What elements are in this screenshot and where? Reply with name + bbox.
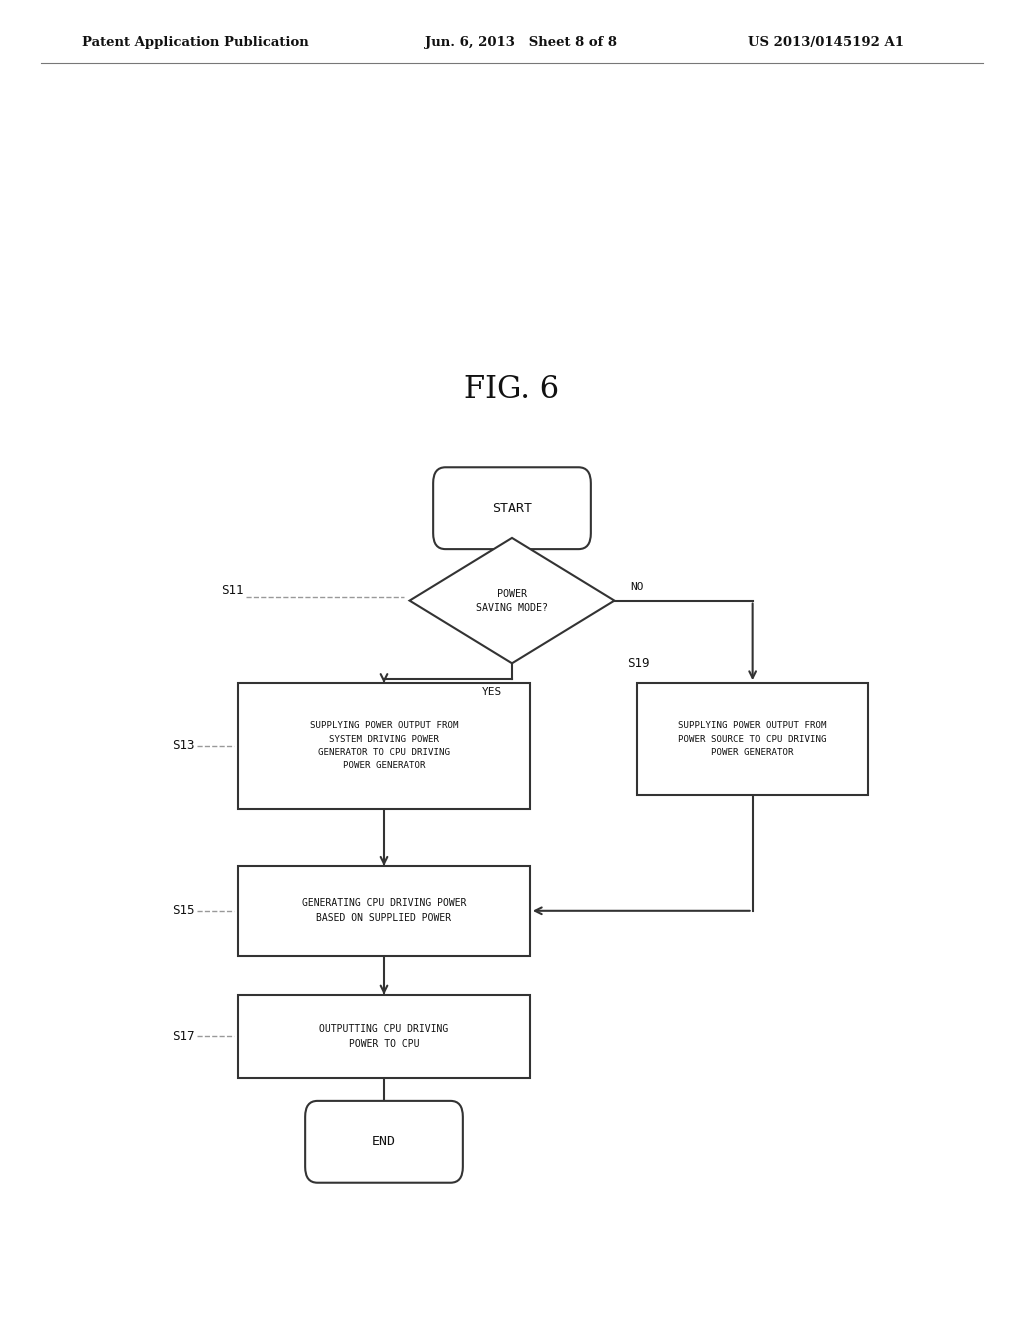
Text: Patent Application Publication: Patent Application Publication [82,36,308,49]
Text: START: START [492,502,532,515]
Text: GENERATING CPU DRIVING POWER
BASED ON SUPPLIED POWER: GENERATING CPU DRIVING POWER BASED ON SU… [302,899,466,923]
Polygon shape [410,539,614,663]
Bar [238,995,530,1077]
Text: US 2013/0145192 A1: US 2013/0145192 A1 [748,36,903,49]
Text: END: END [372,1135,396,1148]
Text: S17: S17 [172,1030,195,1043]
Text: S11: S11 [221,583,244,597]
Text: POWER
SAVING MODE?: POWER SAVING MODE? [476,589,548,612]
Text: S13: S13 [172,739,195,752]
FancyBboxPatch shape [305,1101,463,1183]
Text: SUPPLYING POWER OUTPUT FROM
SYSTEM DRIVING POWER
GENERATOR TO CPU DRIVING
POWER : SUPPLYING POWER OUTPUT FROM SYSTEM DRIVI… [309,722,459,770]
Bar [637,682,867,795]
Text: YES: YES [481,686,502,697]
Text: FIG. 6: FIG. 6 [465,374,559,405]
FancyBboxPatch shape [433,467,591,549]
Text: OUTPUTTING CPU DRIVING
POWER TO CPU: OUTPUTTING CPU DRIVING POWER TO CPU [319,1024,449,1048]
Text: SUPPLYING POWER OUTPUT FROM
POWER SOURCE TO CPU DRIVING
POWER GENERATOR: SUPPLYING POWER OUTPUT FROM POWER SOURCE… [678,722,827,756]
Text: NO: NO [630,582,643,593]
Text: Jun. 6, 2013   Sheet 8 of 8: Jun. 6, 2013 Sheet 8 of 8 [425,36,616,49]
Text: S15: S15 [172,904,195,917]
Text: S19: S19 [627,657,649,669]
Bar [238,866,530,956]
Bar [238,682,530,808]
